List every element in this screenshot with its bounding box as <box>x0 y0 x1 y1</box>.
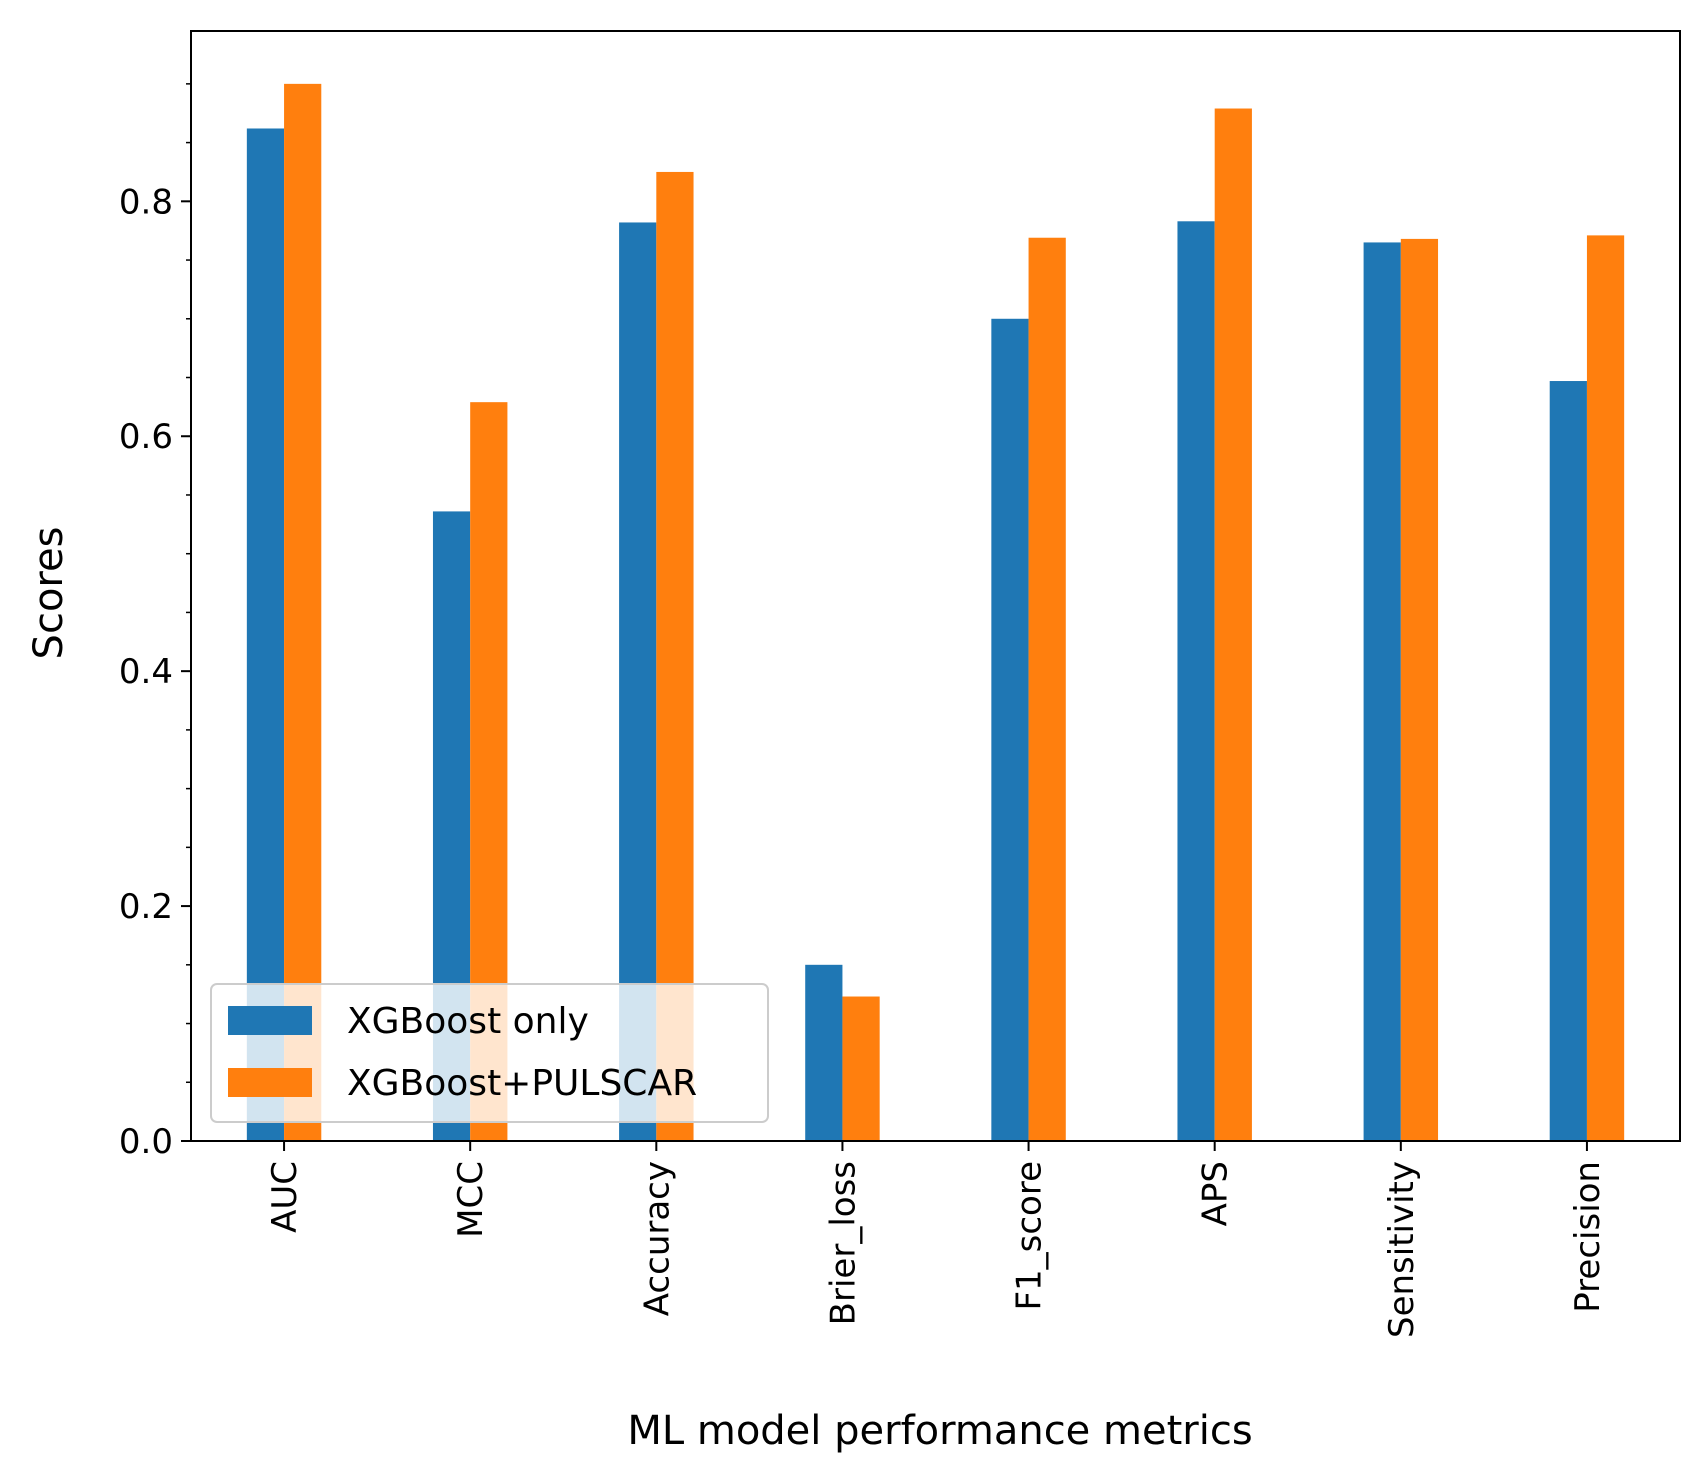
x-tick-label: Sensitivity <box>1382 1161 1422 1338</box>
legend-label: XGBoost+PULSCAR <box>347 1063 697 1104</box>
x-tick-label: APS <box>1196 1161 1236 1226</box>
legend-swatch <box>228 1006 312 1035</box>
x-tick-label: Precision <box>1568 1161 1608 1313</box>
bar <box>246 128 285 1142</box>
axes <box>190 30 1681 1142</box>
y-axis-title: Scores <box>26 527 72 660</box>
legend-label: XGBoost only <box>347 1001 589 1042</box>
y-tick-label: 0.2 <box>119 887 173 927</box>
x-tick-label: Accuracy <box>637 1161 677 1316</box>
bar <box>842 996 880 1141</box>
x-tick-label: MCC <box>451 1161 491 1238</box>
bar <box>1549 381 1587 1141</box>
bar <box>1586 235 1625 1141</box>
y-tick-label: 0.6 <box>119 417 173 457</box>
legend-swatch <box>228 1068 312 1097</box>
bar <box>1214 108 1252 1141</box>
plot-frame <box>190 30 1681 1142</box>
bar <box>1028 237 1066 1142</box>
y-tick-label: 0.0 <box>119 1122 173 1162</box>
legend-box <box>210 983 769 1123</box>
bar <box>284 83 322 1142</box>
bars <box>246 83 1625 1142</box>
bar <box>1363 242 1401 1141</box>
bar <box>1177 221 1215 1142</box>
x-tick-label: Brier_loss <box>823 1161 863 1325</box>
x-tick-label: AUC <box>265 1161 305 1233</box>
legend: XGBoost only XGBoost+PULSCAR <box>210 983 769 1123</box>
bar <box>1400 238 1439 1141</box>
bar <box>805 964 843 1141</box>
x-tick-label: F1_score <box>1010 1161 1050 1311</box>
bar <box>991 318 1029 1141</box>
x-axis-title: ML model performance metrics <box>627 1408 1252 1454</box>
y-tick-label: 0.4 <box>119 652 173 692</box>
ticks: AUC MCC Accuracy Brier_loss F1_score APS Sensi… <box>119 83 1608 1338</box>
y-tick-label: 0.8 <box>119 182 173 222</box>
bar <box>656 171 694 1141</box>
